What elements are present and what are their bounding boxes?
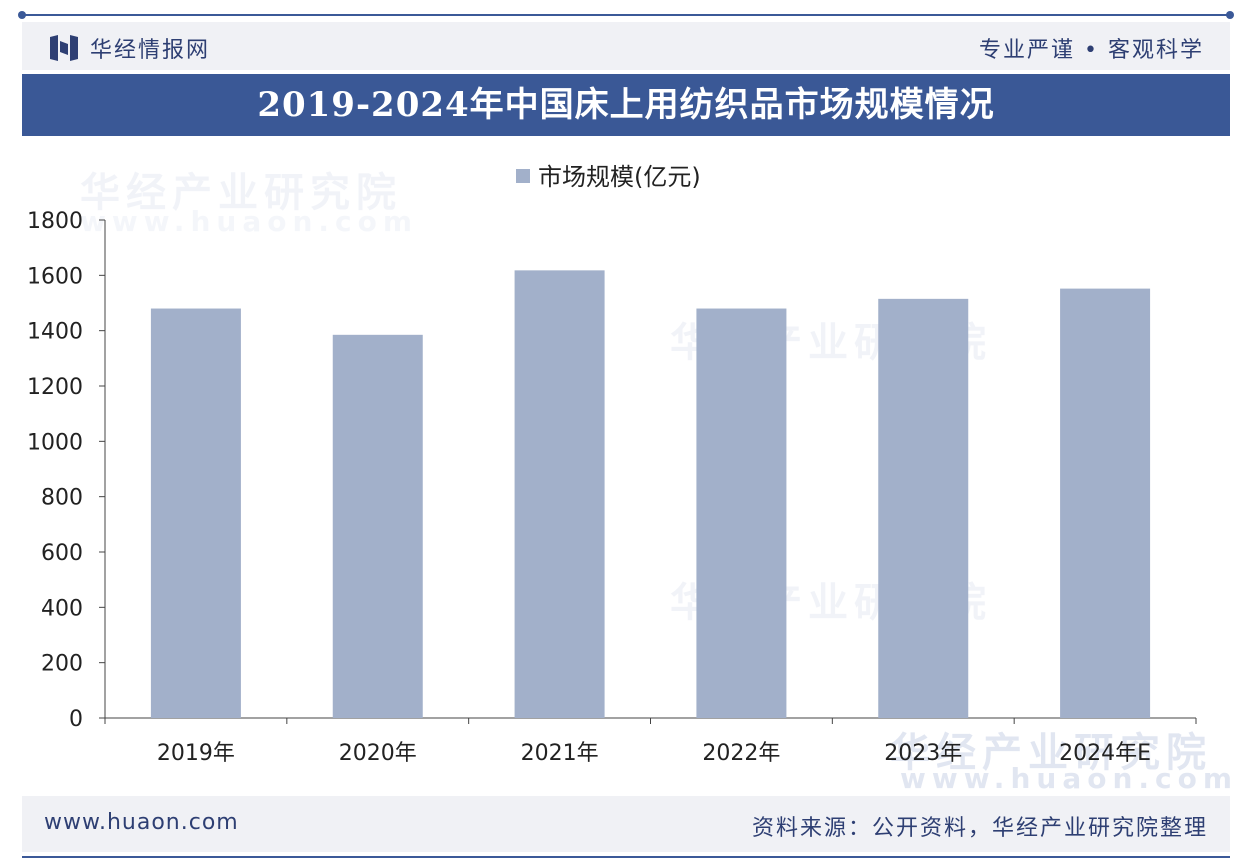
x-tick-label: 2020年 <box>339 741 417 766</box>
legend-label: 市场规模(亿元) <box>538 163 701 191</box>
x-tick-label: 2019年 <box>157 741 235 766</box>
y-tick-label: 1200 <box>27 375 83 400</box>
y-tick-label: 1000 <box>27 430 83 455</box>
top-frame-line <box>18 11 1234 19</box>
huajing-logo-icon <box>50 35 78 61</box>
y-tick-label: 800 <box>41 486 83 511</box>
y-tick-label: 1800 <box>27 209 83 234</box>
frame-dot <box>1226 11 1234 19</box>
bar <box>514 270 605 718</box>
x-tick-label: 2023年 <box>884 741 962 766</box>
slogan: 专业严谨 • 客观科学 <box>979 38 1204 63</box>
bar <box>150 308 241 718</box>
bar <box>332 334 423 718</box>
brand-name: 华经情报网 <box>90 38 211 63</box>
title-bar: 2019-2024年中国床上用纺织品市场规模情况 <box>22 74 1230 136</box>
bar <box>878 298 969 718</box>
header-bar: 华经情报网 专业严谨 • 客观科学 <box>22 22 1230 70</box>
bottom-frame-line <box>22 856 1230 858</box>
x-tick-label: 2024年E <box>1059 741 1151 766</box>
bar <box>696 308 787 718</box>
x-tick-label: 2021年 <box>521 741 599 766</box>
y-tick-label: 0 <box>69 707 83 732</box>
x-tick-label: 2022年 <box>702 741 780 766</box>
bar <box>1060 288 1151 718</box>
y-tick-label: 400 <box>41 596 83 621</box>
chart-title: 2019-2024年中国床上用纺织品市场规模情况 <box>257 85 995 125</box>
y-tick-label: 1400 <box>27 320 83 345</box>
footer-bar: www.huaon.com 资料来源：公开资料，华经产业研究院整理 <box>22 796 1230 852</box>
frame-dot <box>18 11 26 19</box>
brand: 华经情报网 <box>50 32 210 64</box>
y-tick-label: 1600 <box>27 264 83 289</box>
footer-source: 资料来源：公开资料，华经产业研究院整理 <box>751 816 1208 841</box>
y-tick-label: 200 <box>41 652 83 677</box>
y-tick-label: 600 <box>41 541 83 566</box>
legend-swatch <box>516 169 530 183</box>
footer-url[interactable]: www.huaon.com <box>44 810 239 835</box>
